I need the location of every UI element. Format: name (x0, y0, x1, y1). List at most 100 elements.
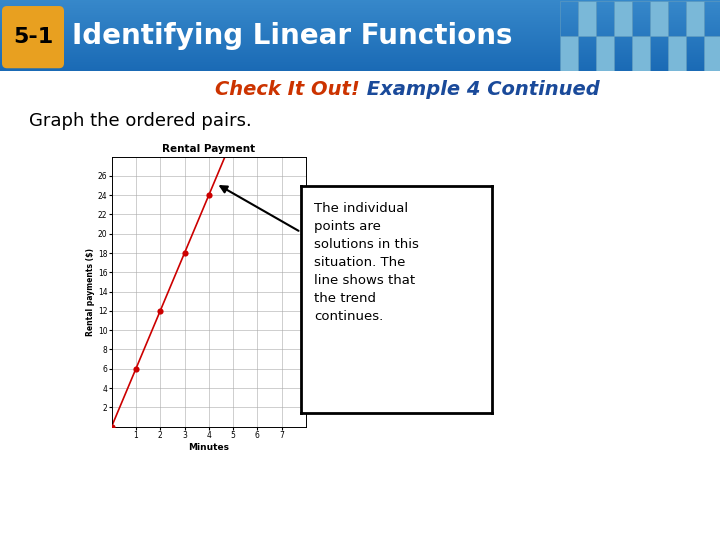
Bar (0, 32, 720, 33)
Bar (668, 36, 686, 71)
Bar (0, 68, 720, 69)
Text: Copyright © by Holt, Rinehart and Winston. All Rights Reserved.: Copyright © by Holt, Rinehart and Winsto… (416, 516, 708, 524)
Bar (0, 43, 720, 44)
Bar (0, 53, 720, 54)
Bar (0, 40, 720, 41)
Point (203, 191, 215, 199)
Bar (0, 46, 720, 47)
Bar (0, 21, 720, 22)
Bar (704, 36, 720, 71)
Bar (0, 13, 720, 14)
Bar (0, 36, 720, 37)
Bar (0, 35, 720, 36)
Bar (650, 1, 668, 36)
Title: Rental Payment: Rental Payment (162, 144, 256, 154)
Bar (0, 62, 720, 63)
Bar (0, 69, 720, 70)
Bar (0, 54, 720, 55)
Bar (0, 50, 720, 51)
Text: Graph the ordered pairs.: Graph the ordered pairs. (29, 112, 251, 131)
Bar (0, 51, 720, 52)
Text: The individual
points are
solutions in this
situation. The
line shows that
the t: The individual points are solutions in t… (315, 202, 419, 323)
Bar (0, 70, 720, 71)
Bar (0, 57, 720, 58)
Bar (0, 33, 720, 34)
Bar (0, 25, 720, 26)
Bar (668, 1, 686, 36)
Bar (0, 47, 720, 48)
Bar (0, 58, 720, 59)
Bar (0, 39, 720, 40)
Bar (0, 49, 720, 50)
Bar (0, 16, 720, 17)
Bar (596, 1, 614, 36)
Bar (650, 36, 668, 71)
Bar (560, 36, 578, 71)
Bar (0, 65, 720, 66)
Bar (0, 31, 720, 32)
Point (106, 422, 117, 431)
Bar (0, 3, 720, 4)
Bar (0, 22, 720, 23)
Bar (0, 17, 720, 18)
Bar (0, 44, 720, 45)
Text: 5-1: 5-1 (13, 27, 53, 47)
Bar (0, 6, 720, 7)
Bar (704, 1, 720, 36)
Bar (0, 8, 720, 9)
Bar (0, 1, 720, 2)
Bar (0, 19, 720, 20)
Point (155, 307, 166, 315)
Bar (0, 60, 720, 61)
Bar (0, 20, 720, 21)
Bar (0, 64, 720, 65)
Bar (0, 29, 720, 30)
Bar (686, 36, 704, 71)
Point (130, 364, 142, 373)
Bar (0, 52, 720, 53)
Bar (0, 24, 720, 25)
Bar (0, 55, 720, 56)
Bar (0, 11, 720, 12)
Bar (0, 37, 720, 38)
Bar (0, 2, 720, 3)
Bar (0, 15, 720, 16)
Bar (0, 26, 720, 27)
Bar (560, 1, 578, 36)
FancyBboxPatch shape (2, 6, 64, 68)
Bar (0, 38, 720, 39)
Bar (0, 59, 720, 60)
Bar (0, 41, 720, 42)
Bar (0, 12, 720, 13)
Bar (614, 1, 632, 36)
Bar (0, 4, 720, 5)
Bar (632, 36, 650, 71)
Bar (0, 9, 720, 10)
X-axis label: Minutes: Minutes (189, 443, 229, 451)
Text: Check It Out!: Check It Out! (215, 79, 360, 99)
Bar (0, 48, 720, 49)
Bar (0, 63, 720, 64)
Bar (0, 61, 720, 62)
Bar (596, 36, 614, 71)
Bar (0, 34, 720, 35)
Bar (0, 7, 720, 8)
Bar (632, 1, 650, 36)
Bar (0, 14, 720, 15)
Bar (0, 66, 720, 68)
Bar (0, 28, 720, 29)
Point (179, 249, 190, 258)
Bar (0, 45, 720, 46)
Bar (0, 42, 720, 43)
Bar (0, 5, 720, 6)
Bar (0, 27, 720, 28)
Bar (686, 1, 704, 36)
Bar (0, 30, 720, 31)
Bar (0, 10, 720, 11)
Text: Holt Algebra 1: Holt Algebra 1 (15, 512, 138, 528)
Y-axis label: Rental payments ($): Rental payments ($) (86, 248, 95, 335)
Bar (614, 36, 632, 71)
Bar (0, 23, 720, 24)
Bar (578, 1, 596, 36)
Bar (0, 56, 720, 57)
